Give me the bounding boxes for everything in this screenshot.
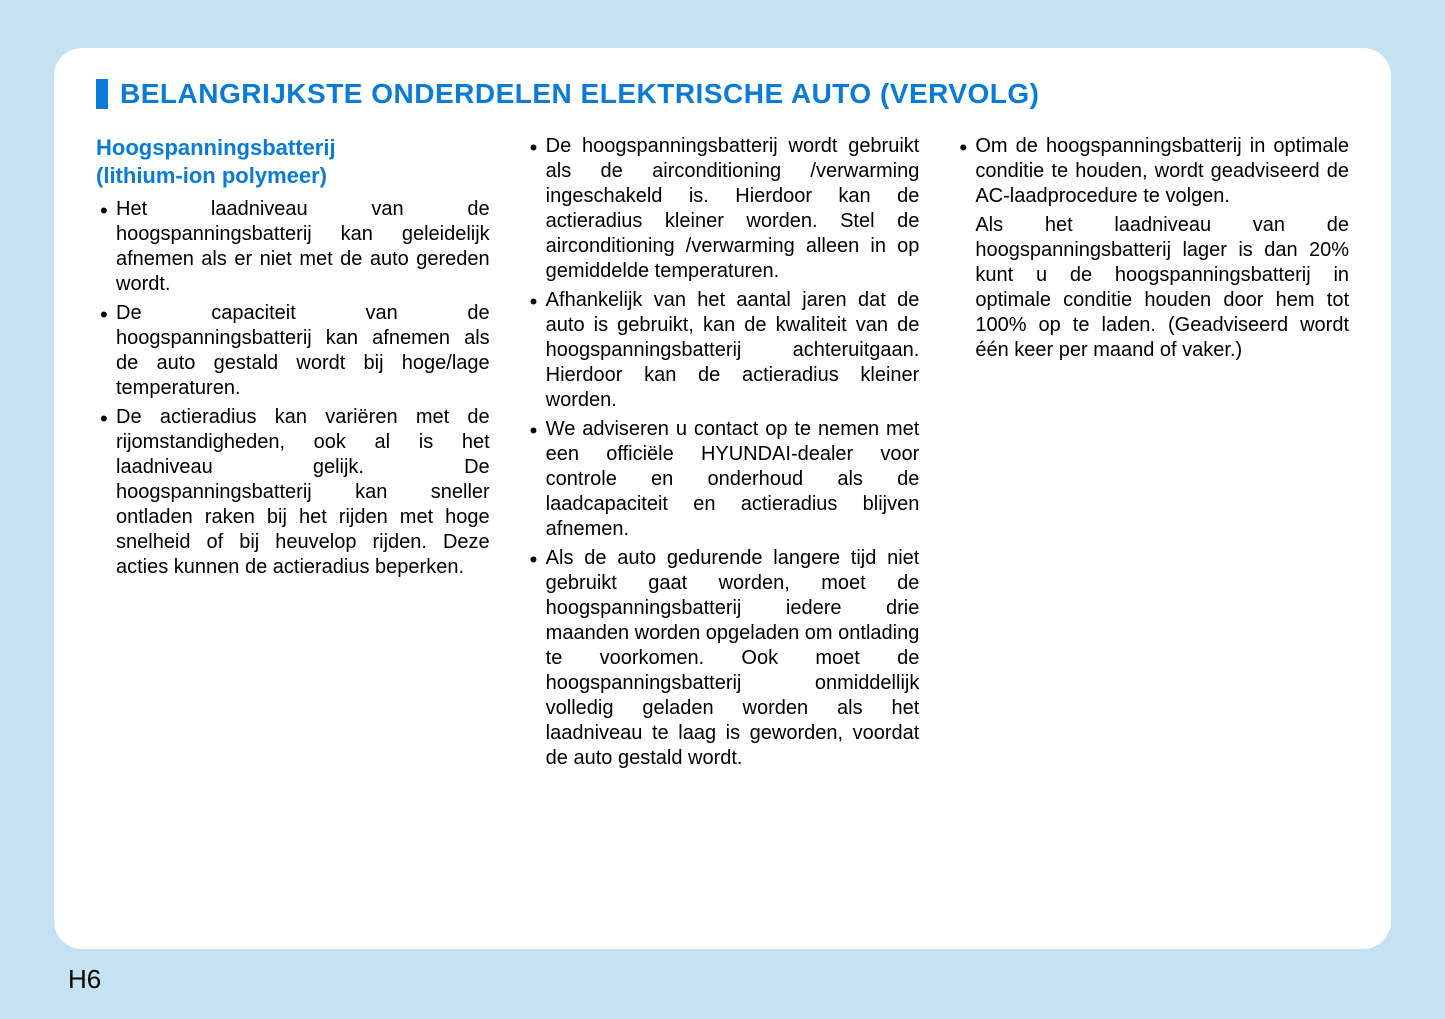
heading-line-2: (lithium-ion polymeer) [96, 163, 327, 188]
bullet-list-col2: De hoogspanningsbatterij wordt gebruikt … [526, 134, 920, 771]
section-heading: Hoogspanningsbatterij (lithium-ion polym… [96, 134, 490, 189]
title-accent-bar [96, 79, 108, 109]
manual-page: BELANGRIJKSTE ONDERDELEN ELEKTRISCHE AUT… [54, 48, 1391, 949]
bullet-list-col1: Het laadniveau van de hoogspanningsbatte… [96, 197, 490, 580]
column-3: Om de hoogspanningsbatterij in optimale … [955, 134, 1349, 775]
list-item: Om de hoogspanningsbatterij in optimale … [955, 134, 1349, 209]
title-row: BELANGRIJKSTE ONDERDELEN ELEKTRISCHE AUT… [96, 78, 1349, 110]
list-item: We adviseren u contact op te nemen met e… [526, 417, 920, 542]
column-2: De hoogspanningsbatterij wordt gebruikt … [526, 134, 920, 775]
list-item: De actieradius kan variëren met de rijom… [96, 405, 490, 580]
list-item: Als de auto gedurende langere tijd niet … [526, 546, 920, 771]
heading-line-1: Hoogspanningsbatterij [96, 135, 336, 160]
content-columns: Hoogspanningsbatterij (lithium-ion polym… [96, 134, 1349, 775]
list-item: De capaciteit van de hoogspanningsbatter… [96, 301, 490, 401]
bullet-list-col3: Om de hoogspanningsbatterij in optimale … [955, 134, 1349, 209]
column-1: Hoogspanningsbatterij (lithium-ion polym… [96, 134, 490, 775]
page-title: BELANGRIJKSTE ONDERDELEN ELEKTRISCHE AUT… [120, 78, 1040, 110]
trailing-paragraph: Als het laadniveau van de hoogspanningsb… [955, 213, 1349, 363]
page-number: H6 [68, 964, 101, 995]
list-item: De hoogspanningsbatterij wordt gebruikt … [526, 134, 920, 284]
list-item: Het laadniveau van de hoogspanningsbatte… [96, 197, 490, 297]
list-item: Afhankelijk van het aantal jaren dat de … [526, 288, 920, 413]
